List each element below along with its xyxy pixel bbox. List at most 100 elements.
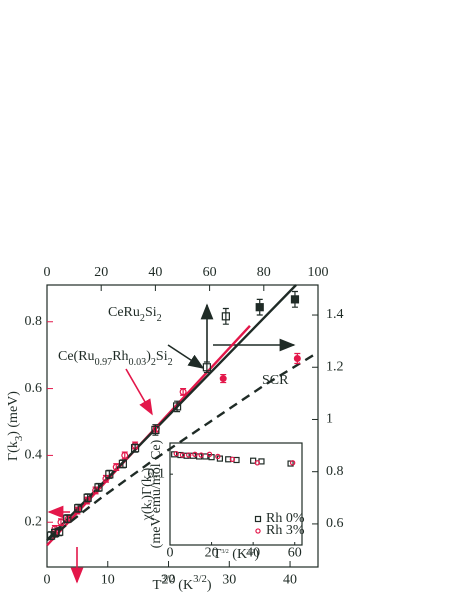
text-part: 0.97 [95, 357, 113, 368]
arrow [125, 368, 153, 416]
text-part: 0.03 [129, 357, 147, 368]
x2-tick-label: 20 [94, 265, 108, 280]
text-part: 2 [151, 357, 156, 368]
circle-marker [179, 452, 186, 458]
text-part: 2 [140, 313, 145, 324]
circle-marker [121, 451, 129, 459]
text-part: ) [254, 547, 259, 562]
x2-tick-label: 0 [44, 265, 51, 280]
square-marker [94, 483, 103, 492]
text-part: Ce(Ru [58, 349, 95, 364]
text-part: Si [156, 349, 168, 364]
x-tick-label: 0 [167, 545, 174, 560]
x2-tick-label: 100 [308, 265, 329, 280]
circle-marker [179, 388, 187, 396]
inset-x-axis-label: T3/2 (K3/2) [213, 547, 260, 562]
text-part: 3/2 [193, 573, 207, 585]
y-tick-label: 0.1 [148, 466, 166, 481]
y2-tick-label: 0.6 [326, 516, 344, 531]
circle-marker [254, 460, 260, 466]
text-part: )Γ(k [140, 475, 155, 499]
x-axis-label: T3/2 (K3/2) [152, 573, 211, 592]
annotation: CeRu2Si2 [108, 305, 162, 324]
text-part: ) (meV) [6, 391, 21, 436]
x-tick-label: 60 [288, 545, 302, 560]
x-tick-label: 0 [44, 573, 51, 588]
annotation: SCR [262, 373, 289, 388]
circle-marker [289, 460, 296, 466]
square-marker [202, 363, 211, 372]
y-tick-label: 0.6 [25, 381, 43, 396]
square-marker [55, 527, 64, 536]
plot-frame [46, 284, 319, 568]
y-tick-label: 0.2 [25, 514, 43, 529]
text-part: ) [140, 467, 155, 472]
x2-tick-label: 60 [203, 265, 217, 280]
text-part: 2 [168, 357, 173, 368]
y2-tick-label: 1.2 [326, 359, 344, 374]
square-marker [255, 303, 264, 312]
text-part: T [152, 578, 161, 592]
text-part: Si [145, 305, 157, 320]
text-part: (meV emu/mol Ce) [149, 439, 164, 548]
text-part: (K [175, 578, 193, 592]
x-tick-label: 40 [246, 545, 260, 560]
square-marker [221, 312, 230, 321]
square-marker [250, 457, 257, 464]
annotation: Ce(Ru0.97Rh0.03)2Si2 [58, 349, 173, 368]
square-marker [105, 470, 114, 479]
x-tick-label: 20 [162, 573, 176, 588]
square-marker [130, 444, 140, 453]
text-part: 2 [157, 313, 162, 324]
text-part: χ(k [140, 502, 155, 521]
circle-marker [293, 354, 301, 363]
circle-marker [206, 451, 213, 458]
x2-tick-label: 40 [148, 265, 162, 280]
inset-y-axis-label: χ(k3)Γ(k3) [140, 467, 155, 521]
legend-label: Rh 3% [266, 523, 305, 538]
square-marker [83, 493, 92, 502]
text-part: 3/2 [221, 549, 228, 555]
text-part: 3/2 [247, 549, 254, 555]
y-tick-label: 0.8 [25, 314, 43, 329]
circle-marker [198, 452, 204, 458]
text-part: CeRu [108, 305, 140, 320]
circle-marker [229, 456, 236, 462]
x2-tick-label: 80 [257, 265, 271, 280]
y-tick-label: 0.4 [25, 448, 43, 463]
arrows [47, 303, 296, 584]
square-marker [290, 295, 300, 304]
circle-marker [173, 450, 179, 457]
circle-marker [192, 451, 198, 458]
text-part: Rh [112, 349, 128, 364]
circle-marker [219, 375, 227, 383]
text-part: (K [229, 547, 247, 562]
circle-marker [186, 452, 192, 458]
square-marker [287, 460, 294, 467]
square-marker [172, 402, 182, 411]
x-tick-label: 10 [101, 573, 115, 588]
legend-label: Rh 0% [266, 511, 305, 526]
x-tick-label: 30 [222, 573, 236, 588]
x-tick-label: 40 [283, 573, 297, 588]
y2-tick-label: 1.4 [326, 307, 344, 322]
text-part: 3 [148, 499, 154, 502]
legend-marker [255, 528, 261, 534]
square-marker [151, 425, 160, 435]
text-part: 3 [148, 472, 154, 475]
text-part: T [213, 547, 222, 562]
text-part: ) [146, 349, 151, 364]
circle-marker [215, 453, 221, 460]
inset-y-axis-label: (meV emu/mol Ce) [149, 439, 164, 548]
text-part: ) [207, 578, 212, 592]
square-marker [74, 504, 83, 513]
square-marker [118, 459, 127, 468]
fit-line [46, 351, 319, 542]
text-part: Γ(k [6, 441, 21, 461]
text-part: SCR [262, 373, 289, 388]
legend-marker [254, 515, 262, 523]
error-bar [222, 307, 229, 325]
y-axis-label: Γ(k3) (meV) [6, 391, 25, 461]
y2-tick-label: 1 [326, 412, 333, 427]
